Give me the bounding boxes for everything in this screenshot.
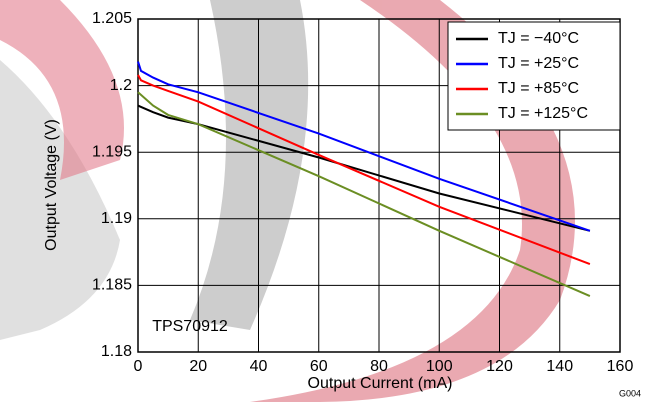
legend-label: TJ = −40°C — [498, 30, 579, 47]
legend-label: TJ = +85°C — [498, 80, 579, 97]
legend-label: TJ = +25°C — [498, 55, 579, 72]
x-tick-label: 0 — [134, 358, 143, 375]
plot-frame — [137, 18, 621, 353]
y-tick-label: 1.18 — [101, 343, 132, 360]
x-tick-label: 60 — [310, 358, 328, 375]
series-line — [137, 91, 591, 298]
x-tick-label: 20 — [189, 358, 207, 375]
y-axis-label: Output Voltage (V) — [43, 119, 60, 251]
x-tick-label: 100 — [426, 358, 453, 375]
x-tick-label: 160 — [607, 358, 634, 375]
legend-label: TJ = +125°C — [498, 105, 588, 122]
y-tick-label: 1.205 — [92, 10, 132, 27]
series-line — [137, 104, 591, 232]
y-tick-label: 1.195 — [92, 143, 132, 160]
watermark — [0, 0, 575, 402]
x-axis-label: Output Current (mA) — [308, 375, 453, 392]
watermark-shape — [190, 0, 309, 330]
y-tick-label: 1.19 — [101, 210, 132, 227]
annotation: TPS70912 — [152, 318, 228, 335]
y-tick-label: 1.2 — [110, 77, 132, 94]
x-tick-label: 40 — [250, 358, 268, 375]
watermark-shape — [0, 0, 124, 180]
series-line — [137, 61, 591, 232]
x-tick-label: 140 — [546, 358, 573, 375]
x-tick-label: 80 — [370, 358, 388, 375]
legend: TJ = −40°C TJ = +25°C TJ = +85°C TJ = +125°… — [447, 21, 621, 131]
y-tick-label: 1.185 — [92, 277, 132, 294]
series-line — [137, 74, 591, 266]
plot-area — [137, 18, 621, 353]
watermark-shape — [0, 60, 120, 340]
figure-id: G004 — [619, 388, 641, 398]
x-tick-label: 120 — [486, 358, 513, 375]
